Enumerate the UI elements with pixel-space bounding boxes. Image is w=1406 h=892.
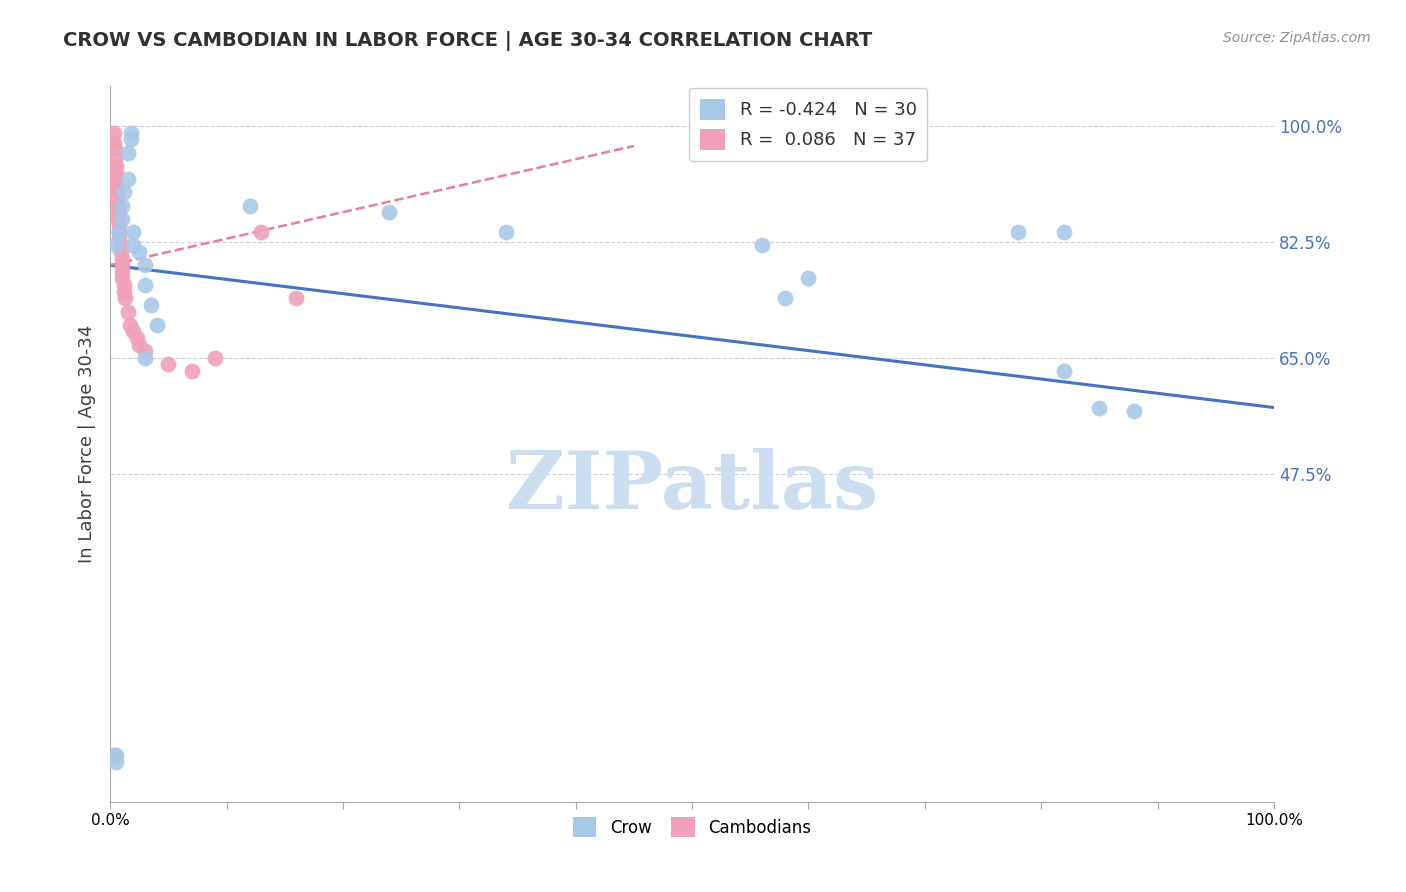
Point xyxy=(495,225,517,239)
Point xyxy=(104,142,127,156)
Point xyxy=(239,198,262,212)
Point xyxy=(1053,364,1076,378)
Point xyxy=(111,265,134,279)
Point xyxy=(103,748,125,763)
Point xyxy=(104,755,127,769)
Point xyxy=(107,198,129,212)
Point xyxy=(108,225,131,239)
Y-axis label: In Labor Force | Age 30-34: In Labor Force | Age 30-34 xyxy=(79,325,96,563)
Text: CROW VS CAMBODIAN IN LABOR FORCE | AGE 30-34 CORRELATION CHART: CROW VS CAMBODIAN IN LABOR FORCE | AGE 3… xyxy=(63,31,873,51)
Point xyxy=(111,258,134,272)
Point xyxy=(107,211,129,226)
Point xyxy=(108,219,131,233)
Point xyxy=(134,258,156,272)
Point xyxy=(104,159,127,173)
Point xyxy=(110,238,132,252)
Point xyxy=(114,291,136,305)
Point xyxy=(773,291,796,305)
Point xyxy=(117,172,139,186)
Point xyxy=(139,298,162,312)
Text: ZIPatlas: ZIPatlas xyxy=(506,448,879,526)
Point xyxy=(111,271,134,285)
Point xyxy=(110,244,132,259)
Point xyxy=(120,132,142,146)
Point xyxy=(104,178,127,193)
Point xyxy=(112,285,135,299)
Point xyxy=(108,232,131,246)
Point xyxy=(180,364,202,378)
Point xyxy=(111,211,134,226)
Point xyxy=(128,337,150,351)
Point xyxy=(1123,404,1146,418)
Point xyxy=(112,278,135,293)
Point xyxy=(378,205,401,219)
Point xyxy=(204,351,226,365)
Point xyxy=(285,291,308,305)
Point xyxy=(145,318,167,332)
Point xyxy=(128,244,150,259)
Point xyxy=(112,186,135,200)
Point xyxy=(103,136,125,150)
Point xyxy=(111,252,134,266)
Point xyxy=(122,238,145,252)
Point xyxy=(117,304,139,318)
Point xyxy=(120,126,142,140)
Point xyxy=(157,358,180,372)
Point xyxy=(122,325,145,339)
Text: Source: ZipAtlas.com: Source: ZipAtlas.com xyxy=(1223,31,1371,45)
Point xyxy=(134,278,156,293)
Point xyxy=(105,192,128,206)
Point xyxy=(107,205,129,219)
Point xyxy=(104,152,127,166)
Point xyxy=(1007,225,1029,239)
Point xyxy=(1053,225,1076,239)
Point xyxy=(105,186,128,200)
Point xyxy=(111,198,134,212)
Point xyxy=(104,238,127,252)
Point xyxy=(103,126,125,140)
Point xyxy=(1088,401,1111,415)
Point xyxy=(134,351,156,365)
Point xyxy=(250,225,273,239)
Point xyxy=(117,145,139,160)
Point xyxy=(125,331,148,345)
Point xyxy=(797,271,820,285)
Point xyxy=(104,165,127,179)
Legend: Crow, Cambodians: Crow, Cambodians xyxy=(567,811,818,843)
Point xyxy=(104,748,127,763)
Point xyxy=(108,225,131,239)
Point xyxy=(104,172,127,186)
Point xyxy=(134,344,156,359)
Point xyxy=(122,225,145,239)
Point xyxy=(118,318,141,332)
Point xyxy=(751,238,773,252)
